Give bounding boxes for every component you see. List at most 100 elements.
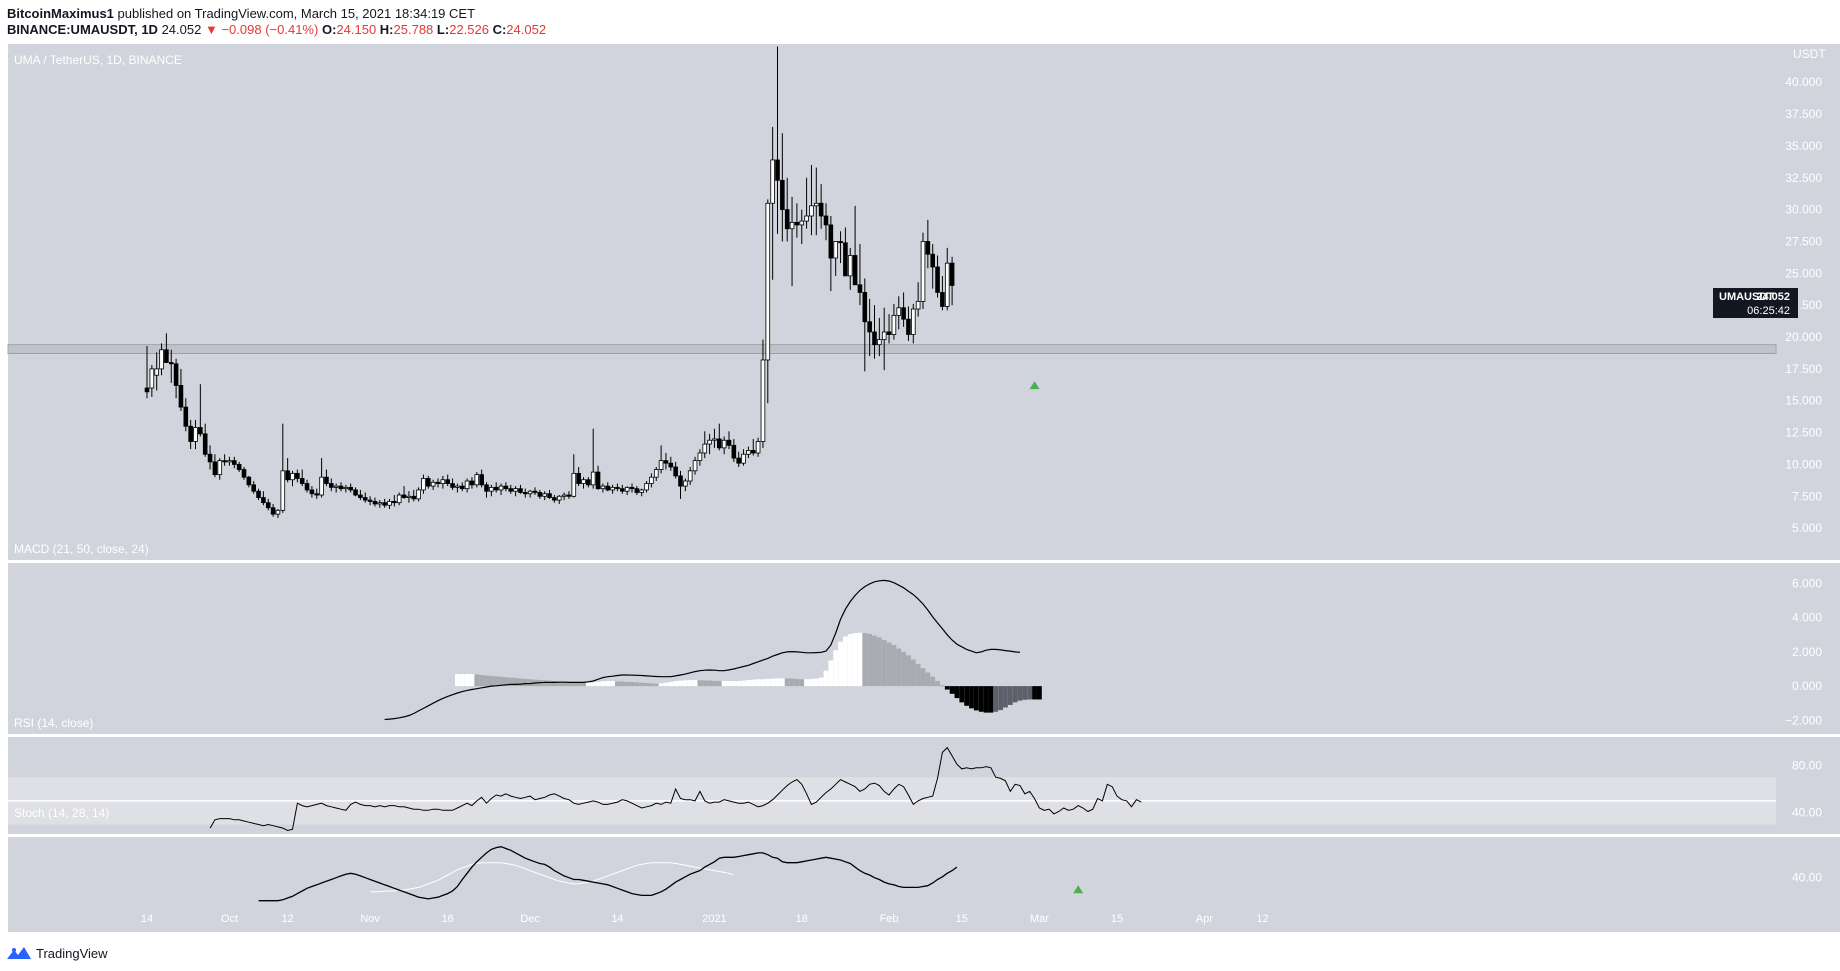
price-panel[interactable] [7, 46, 1777, 518]
candle-up [881, 331, 887, 340]
candle-up [789, 221, 795, 230]
axes: 5.000 7.500 10.000 12.500 15.000 17.500 20.000… [141, 75, 1822, 925]
tradingview-footer[interactable]: TradingView [6, 942, 108, 964]
macd-histogram-bar [527, 679, 533, 687]
candle-up [396, 494, 402, 504]
macd-histogram-bar [1032, 686, 1037, 700]
chart-canvas[interactable]: 5.000 7.500 10.000 12.500 15.000 17.500 20.000… [0, 44, 1840, 932]
price-tag[interactable]: UMAUSDT 24.052 06:25:42 [1713, 288, 1798, 318]
candle-down [523, 492, 528, 495]
macd-histogram-bar [702, 680, 708, 687]
macd-histogram-bar [867, 633, 873, 687]
candle-up [644, 483, 649, 491]
macd-histogram-bar [678, 680, 683, 687]
stoch-d-line [370, 862, 734, 893]
macd-histogram-bar [765, 678, 771, 687]
macd-histogram-bar [750, 679, 756, 687]
candle-down [552, 497, 557, 501]
macd-histogram-bar [561, 681, 567, 687]
candle-up [809, 205, 814, 217]
high-label: H: [379, 22, 394, 37]
macd-histogram-bar [571, 682, 577, 687]
macd-histogram-bar [915, 663, 921, 687]
candle-down [794, 221, 800, 226]
candle-down [270, 507, 276, 515]
macd-histogram-bar [585, 682, 591, 687]
candle-up [692, 460, 698, 472]
open-value: 24.150 [336, 22, 377, 37]
macd-histogram-bar [838, 641, 843, 687]
candle-down [736, 457, 741, 464]
macd-histogram-bar [940, 685, 945, 687]
candle-up [624, 486, 630, 492]
candle-up [421, 478, 426, 491]
macd-histogram-bar [789, 678, 795, 687]
macd-panel[interactable] [384, 579, 1042, 721]
macd-histogram-bar [576, 682, 582, 687]
macd-histogram-bar [910, 659, 916, 687]
candle-up [455, 485, 460, 488]
candle-up [280, 470, 286, 511]
candle-up [799, 220, 805, 226]
rsi-line [209, 746, 1142, 832]
candle-down [222, 460, 227, 463]
macd-histogram-bar [658, 683, 664, 687]
candle-down [823, 215, 829, 226]
candle-down [256, 490, 261, 498]
candle-down [246, 476, 252, 486]
macd-histogram-bar [653, 683, 659, 687]
candle-down [479, 474, 484, 486]
tradingview-logo-icon [7, 947, 31, 959]
candle-up [227, 460, 232, 463]
candle-down [576, 472, 581, 484]
candle-up [877, 339, 882, 346]
tradingview-brand: TradingView [36, 945, 108, 961]
macd-histogram-bar [746, 680, 751, 687]
macd-histogram-bar [779, 678, 785, 687]
macd-histogram-bar [993, 686, 999, 712]
macd-histogram-bar [552, 680, 557, 687]
macd-histogram-bar [1017, 686, 1023, 701]
macd-histogram-bar [755, 679, 761, 687]
candle-down [445, 479, 450, 484]
candle-down [348, 486, 353, 491]
candle-up [707, 439, 712, 445]
candle-down [750, 450, 756, 454]
candle-up [290, 472, 295, 481]
candle-down [285, 470, 290, 481]
candle-down [198, 427, 203, 435]
price-tick-label: 12.500 [1785, 426, 1822, 440]
macd-histogram-bar [1037, 686, 1042, 700]
candle-down [178, 385, 184, 408]
macd-histogram-bar [697, 680, 703, 687]
candle-down [324, 476, 329, 484]
candle-down [566, 494, 572, 497]
candle-down [353, 489, 358, 496]
candle-up [527, 490, 533, 495]
time-axis-label: Nov [360, 913, 380, 925]
candle-up [440, 479, 446, 484]
macd-histogram-bar [809, 678, 814, 687]
candle-down [173, 363, 179, 386]
macd-histogram-bar [498, 676, 504, 687]
candle-up [746, 450, 751, 455]
price-tick-label: 30.000 [1785, 203, 1822, 217]
rsi-panel[interactable] [8, 746, 1776, 832]
candle-up [847, 255, 853, 277]
candle-down [668, 462, 674, 468]
stoch-panel[interactable] [258, 846, 1084, 902]
candle-down [241, 469, 247, 478]
candle-down [949, 262, 955, 286]
macd-histogram-bar [770, 678, 776, 687]
author-name[interactable]: BitcoinMaximus1 [7, 6, 114, 21]
candle-up [891, 314, 897, 335]
candle-down [144, 387, 150, 393]
time-axis-label: Dec [520, 913, 540, 925]
macd-line [384, 579, 1021, 721]
macd-panel-title: MACD (21, 50, close, 24) [14, 542, 149, 556]
macd-histogram-bar [988, 686, 994, 713]
macd-histogram-bar [503, 677, 509, 687]
price-tick-label: 40.000 [1785, 75, 1822, 89]
price-tick-label: 25.000 [1785, 266, 1822, 280]
macd-histogram-bar [847, 633, 853, 687]
